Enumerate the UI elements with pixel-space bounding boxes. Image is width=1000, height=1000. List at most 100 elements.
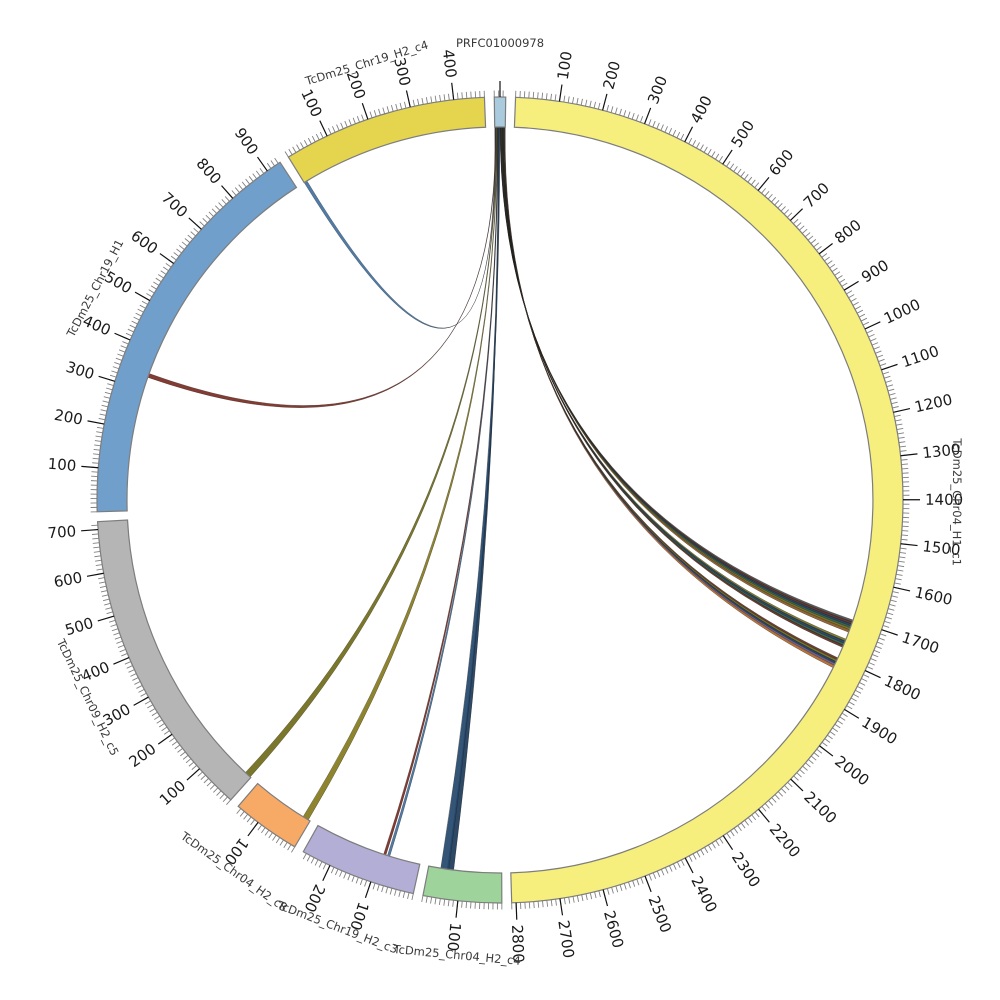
tick-label: 1300 <box>921 440 961 462</box>
tick-label: 1400 <box>925 491 963 509</box>
tick-label: 600 <box>52 568 83 591</box>
synteny-link <box>502 126 844 648</box>
major-tick <box>881 629 898 636</box>
major-tick <box>602 93 608 111</box>
chromosome-segment <box>493 96 507 128</box>
major-tick <box>98 375 116 382</box>
tick-label: 1000 <box>881 295 923 328</box>
major-tick <box>644 875 652 893</box>
tick-label: 500 <box>63 614 96 639</box>
major-tick <box>186 768 201 781</box>
major-tick <box>247 821 259 837</box>
major-tick <box>790 778 804 792</box>
major-tick <box>114 332 131 341</box>
tick-label: 2800 <box>508 924 528 963</box>
major-tick <box>134 291 151 302</box>
major-tick <box>455 900 459 918</box>
tick-label: 100 <box>47 455 77 475</box>
major-tick <box>81 465 99 469</box>
tick-label: 2300 <box>728 849 764 891</box>
tick-label: 700 <box>158 189 191 222</box>
tick-label: 700 <box>800 179 833 212</box>
tick-label: 2500 <box>645 893 676 935</box>
major-tick <box>221 185 234 199</box>
major-tick <box>684 857 694 874</box>
tick-label: 600 <box>127 227 161 258</box>
major-tick <box>133 696 149 706</box>
tick-label: 1700 <box>900 628 942 657</box>
tick-label: 1600 <box>913 583 954 609</box>
tick-label: 800 <box>192 154 224 187</box>
major-tick <box>602 889 609 907</box>
tick-label: 300 <box>64 358 97 384</box>
major-tick <box>364 881 372 899</box>
chromosome-segment <box>302 824 421 895</box>
major-tick <box>864 669 881 679</box>
major-tick <box>900 453 918 457</box>
major-tick <box>789 208 803 221</box>
segment-label: TcDm25_Chr09_H2_c5 <box>53 636 121 758</box>
chromosome-segment <box>510 96 904 904</box>
tick-label: 2000 <box>831 752 872 790</box>
synteny-link <box>503 126 837 665</box>
major-tick <box>643 107 652 125</box>
tick-label: 1100 <box>899 342 941 371</box>
major-tick <box>881 363 898 371</box>
major-tick <box>893 586 911 592</box>
major-tick <box>818 243 833 255</box>
synteny-link <box>387 126 499 857</box>
segment-label: TcDm25_Chr04_H1_c1 <box>950 437 965 566</box>
tick-label: 100 <box>554 50 576 81</box>
major-tick <box>684 126 694 143</box>
chromosome-segment <box>96 519 252 801</box>
major-tick <box>819 745 834 757</box>
major-tick <box>81 528 99 532</box>
major-tick <box>843 280 859 291</box>
major-tick <box>157 733 173 745</box>
major-tick <box>844 708 860 719</box>
major-tick <box>319 120 328 137</box>
major-tick <box>188 217 202 230</box>
minor-ticks <box>511 90 910 910</box>
segment-label: TcDm25_Chr19_H2_c3 <box>275 898 400 957</box>
tick-label: 300 <box>644 73 671 106</box>
tick-label: 1200 <box>913 390 954 416</box>
synteny-link <box>503 126 839 661</box>
major-tick <box>451 82 455 100</box>
tick-label: 2600 <box>600 909 627 951</box>
major-tick <box>900 543 918 547</box>
tick-label: 200 <box>53 406 85 429</box>
major-tick <box>97 615 115 622</box>
synteny-link <box>503 126 838 663</box>
major-tick <box>113 656 130 665</box>
major-tick <box>758 808 770 823</box>
synteny-link <box>500 126 853 625</box>
tick-label: 100 <box>297 86 326 120</box>
tick-label: 400 <box>687 93 716 127</box>
synteny-link <box>500 126 853 627</box>
tick-label: 2100 <box>800 788 840 827</box>
minor-ticks <box>302 853 414 901</box>
tick-label: 900 <box>231 124 262 158</box>
minor-ticks <box>493 90 504 98</box>
major-tick <box>322 865 331 882</box>
major-tick <box>559 898 564 916</box>
major-tick <box>257 156 268 172</box>
major-tick <box>515 902 518 920</box>
tick-label: 1800 <box>881 672 923 704</box>
tick-label: 600 <box>765 146 797 180</box>
tick-label: 1900 <box>858 713 900 748</box>
tick-label: 300 <box>390 56 414 88</box>
synteny-link <box>504 126 835 669</box>
major-tick <box>405 90 411 108</box>
chromosome-segment <box>96 161 298 513</box>
tick-label: 400 <box>439 48 460 79</box>
tick-label: 2200 <box>766 820 804 861</box>
chromosome-segment <box>237 782 311 848</box>
major-tick <box>86 572 104 577</box>
synteny-link <box>504 126 836 667</box>
synteny-link <box>383 126 498 856</box>
tick-label: 800 <box>831 216 865 248</box>
